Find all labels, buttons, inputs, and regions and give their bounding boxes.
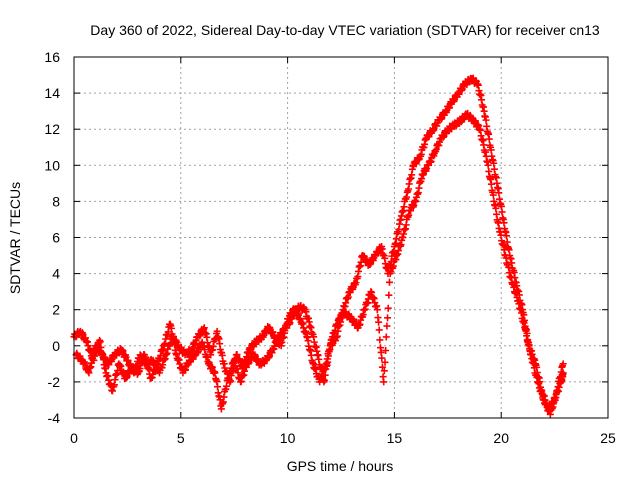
data-point [489,191,497,199]
y-tick-label: 10 [44,157,60,173]
chart-title: Day 360 of 2022, Sidereal Day-to-day VTE… [90,22,600,38]
data-point [376,336,384,344]
data-point [375,326,383,334]
y-tick-label: 2 [52,302,60,318]
y-tick-label: 4 [52,266,60,282]
y-tick-label: 6 [52,230,60,246]
data-point [487,146,495,154]
x-tick-label: 5 [177,430,185,446]
data-point [378,354,386,362]
y-tick-label: -2 [48,374,61,390]
data-point [383,322,391,330]
data-point [382,333,390,341]
data-point [378,363,386,371]
data-point [214,383,222,391]
x-tick-label: 0 [70,430,78,446]
data-point [484,161,492,169]
data-point [490,159,498,167]
data-point [485,135,493,143]
data-point [380,367,388,375]
data-point [385,291,393,299]
x-tick-label: 15 [387,430,403,446]
y-tick-label: 16 [44,49,60,65]
data-point [381,358,389,366]
data-point [495,189,503,197]
data-point [384,304,392,312]
x-tick-label: 10 [280,430,296,446]
data-point [487,180,495,188]
x-tick-label: 20 [493,430,509,446]
y-axis-label: SDTVAR / TECUs [7,182,23,294]
y-tick-labels: -4 -2 0 2 4 6 8 10 12 14 16 [44,49,60,426]
y-tick-label: 8 [52,193,60,209]
plot-frame [73,56,609,419]
data-points [70,74,567,418]
data-point [559,360,567,368]
y-tick-label: 14 [44,85,60,101]
data-point [375,318,383,326]
data-point [482,116,490,124]
y-tick-label: 12 [44,121,60,137]
data-point [492,204,500,212]
x-tick-label: 25 [600,430,616,446]
data-point [373,306,381,314]
data-point [382,346,390,354]
data-point [380,378,388,386]
y-tick-label: 0 [52,338,60,354]
x-axis-label: GPS time / hours [287,458,394,474]
data-point [385,278,393,286]
y-tick-label: -4 [48,410,61,426]
series-trace-b [72,109,567,418]
data-point [498,208,506,216]
x-tick-labels: 0 5 10 15 20 25 [70,430,616,446]
data-point [384,314,392,322]
